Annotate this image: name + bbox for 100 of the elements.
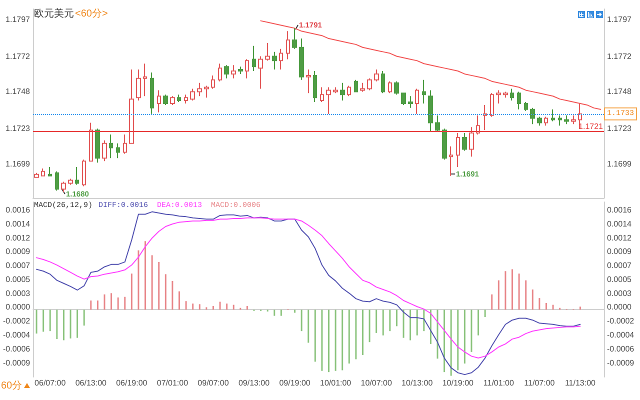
candlestick <box>408 96 413 108</box>
y-tick-label: 1.1797 <box>6 14 31 24</box>
candlestick <box>381 70 385 94</box>
candlestick <box>354 79 358 92</box>
x-tick-label: 11/01:00 <box>483 378 514 388</box>
x-tick-label: 09/19:00 <box>279 378 311 388</box>
candlestick <box>544 116 548 126</box>
candlestick <box>272 51 277 70</box>
candlestick <box>551 108 555 122</box>
candlestick <box>571 114 576 125</box>
y2-tick-label: 1.1797 <box>607 14 632 24</box>
candlestick <box>157 90 161 113</box>
candlestick <box>442 128 447 160</box>
candlestick <box>170 96 175 106</box>
candlestick <box>34 172 39 178</box>
y-tick-label: 0.0009 <box>6 247 31 256</box>
candlestick <box>394 80 399 96</box>
candlestick <box>286 30 290 60</box>
candlestick <box>231 64 236 79</box>
candlestick <box>279 48 283 70</box>
candlestick <box>503 91 508 98</box>
candlestick <box>136 69 141 102</box>
y2-tick-label: 0.0009 <box>607 247 632 256</box>
candlestick <box>89 122 93 162</box>
candlestick <box>102 140 107 162</box>
candlestick <box>483 104 487 131</box>
candlestick <box>462 132 467 152</box>
candlestick <box>82 159 86 187</box>
y-tick-label: 0.0014 <box>6 219 31 228</box>
x-tick-label: 09/13:00 <box>238 378 270 388</box>
candlestick <box>184 94 188 104</box>
candlestick <box>320 86 324 103</box>
candlestick <box>313 70 317 103</box>
y-tick-label: 1.1748 <box>6 87 31 96</box>
y-tick-label: 1.1699 <box>6 160 31 169</box>
candlestick <box>415 88 419 114</box>
y-tick-label: -0.0009 <box>2 358 31 368</box>
x-tick-label: 10/19:00 <box>442 378 474 388</box>
candlestick <box>163 94 168 106</box>
candlestick <box>422 79 426 104</box>
y2-tick-label: 1.1772 <box>607 52 632 61</box>
x-tick-label: 10/01:00 <box>320 378 352 388</box>
candlestick <box>360 82 365 92</box>
y2-tick-label: 0.0003 <box>607 288 632 298</box>
candlestick <box>374 69 379 82</box>
candlestick <box>55 170 59 192</box>
candlestick <box>435 114 440 132</box>
candlestick <box>530 107 535 125</box>
candlestick <box>109 134 113 159</box>
candlestick <box>150 72 154 114</box>
candlestick <box>123 134 127 154</box>
y-tick-label: 1.1772 <box>6 52 31 61</box>
chart-title: 欧元美元 <box>34 8 74 20</box>
candlestick <box>558 114 562 126</box>
candlestick <box>116 142 120 159</box>
candlestick <box>537 116 542 126</box>
y2-tick-label: 0.0005 <box>607 274 632 284</box>
candlestick <box>258 56 263 90</box>
y-tick-label: -0.0006 <box>2 344 31 354</box>
candlestick <box>428 90 433 132</box>
candlestick <box>340 82 345 102</box>
y2-tick-label: -0.0006 <box>607 344 635 354</box>
candlestick <box>211 74 215 90</box>
candlestick <box>238 66 243 74</box>
candlestick <box>129 69 134 144</box>
candlestick <box>401 92 406 106</box>
candlestick <box>177 94 181 103</box>
candlestick <box>333 86 338 94</box>
y2-tick-label: 1.1748 <box>607 87 632 96</box>
y-tick-label: 0.0003 <box>6 288 31 298</box>
candlestick <box>48 166 52 176</box>
y2-tick-label: 0.0012 <box>607 233 632 242</box>
candlestick <box>306 69 311 94</box>
candlestick <box>456 132 460 168</box>
ref-line-label: 1.1721 <box>578 122 604 132</box>
x-tick-label: 10/13:00 <box>402 378 434 388</box>
candlestick <box>524 102 528 112</box>
y-tick-label: -0.0002 <box>2 316 31 326</box>
y2-tick-label: 1.1723 <box>607 124 632 134</box>
y2-tick-label: -0.0004 <box>607 330 635 340</box>
candlestick <box>61 181 66 193</box>
candlestick <box>68 178 73 186</box>
candlestick <box>224 64 229 79</box>
y2-tick-label: -0.0009 <box>607 358 635 368</box>
candlestick <box>469 126 474 158</box>
x-tick-label: 11/07:00 <box>524 378 556 388</box>
x-tick-label: 07/01:00 <box>156 378 189 388</box>
y2-tick-label: 0.0016 <box>607 206 632 215</box>
y2-tick-label: -0.0002 <box>607 316 635 326</box>
candlestick <box>75 166 79 186</box>
y2-tick-label: 1.1699 <box>607 160 632 169</box>
y-tick-label: 1.1723 <box>6 124 31 134</box>
candlestick <box>326 86 331 114</box>
candlestick <box>245 58 249 79</box>
y-tick-label: 0.0007 <box>6 261 31 270</box>
x-tick-label: 09/07:00 <box>198 378 230 388</box>
candlestick <box>197 82 202 97</box>
candlestick <box>388 80 392 94</box>
candlestick <box>347 85 351 97</box>
candlestick <box>564 114 569 125</box>
